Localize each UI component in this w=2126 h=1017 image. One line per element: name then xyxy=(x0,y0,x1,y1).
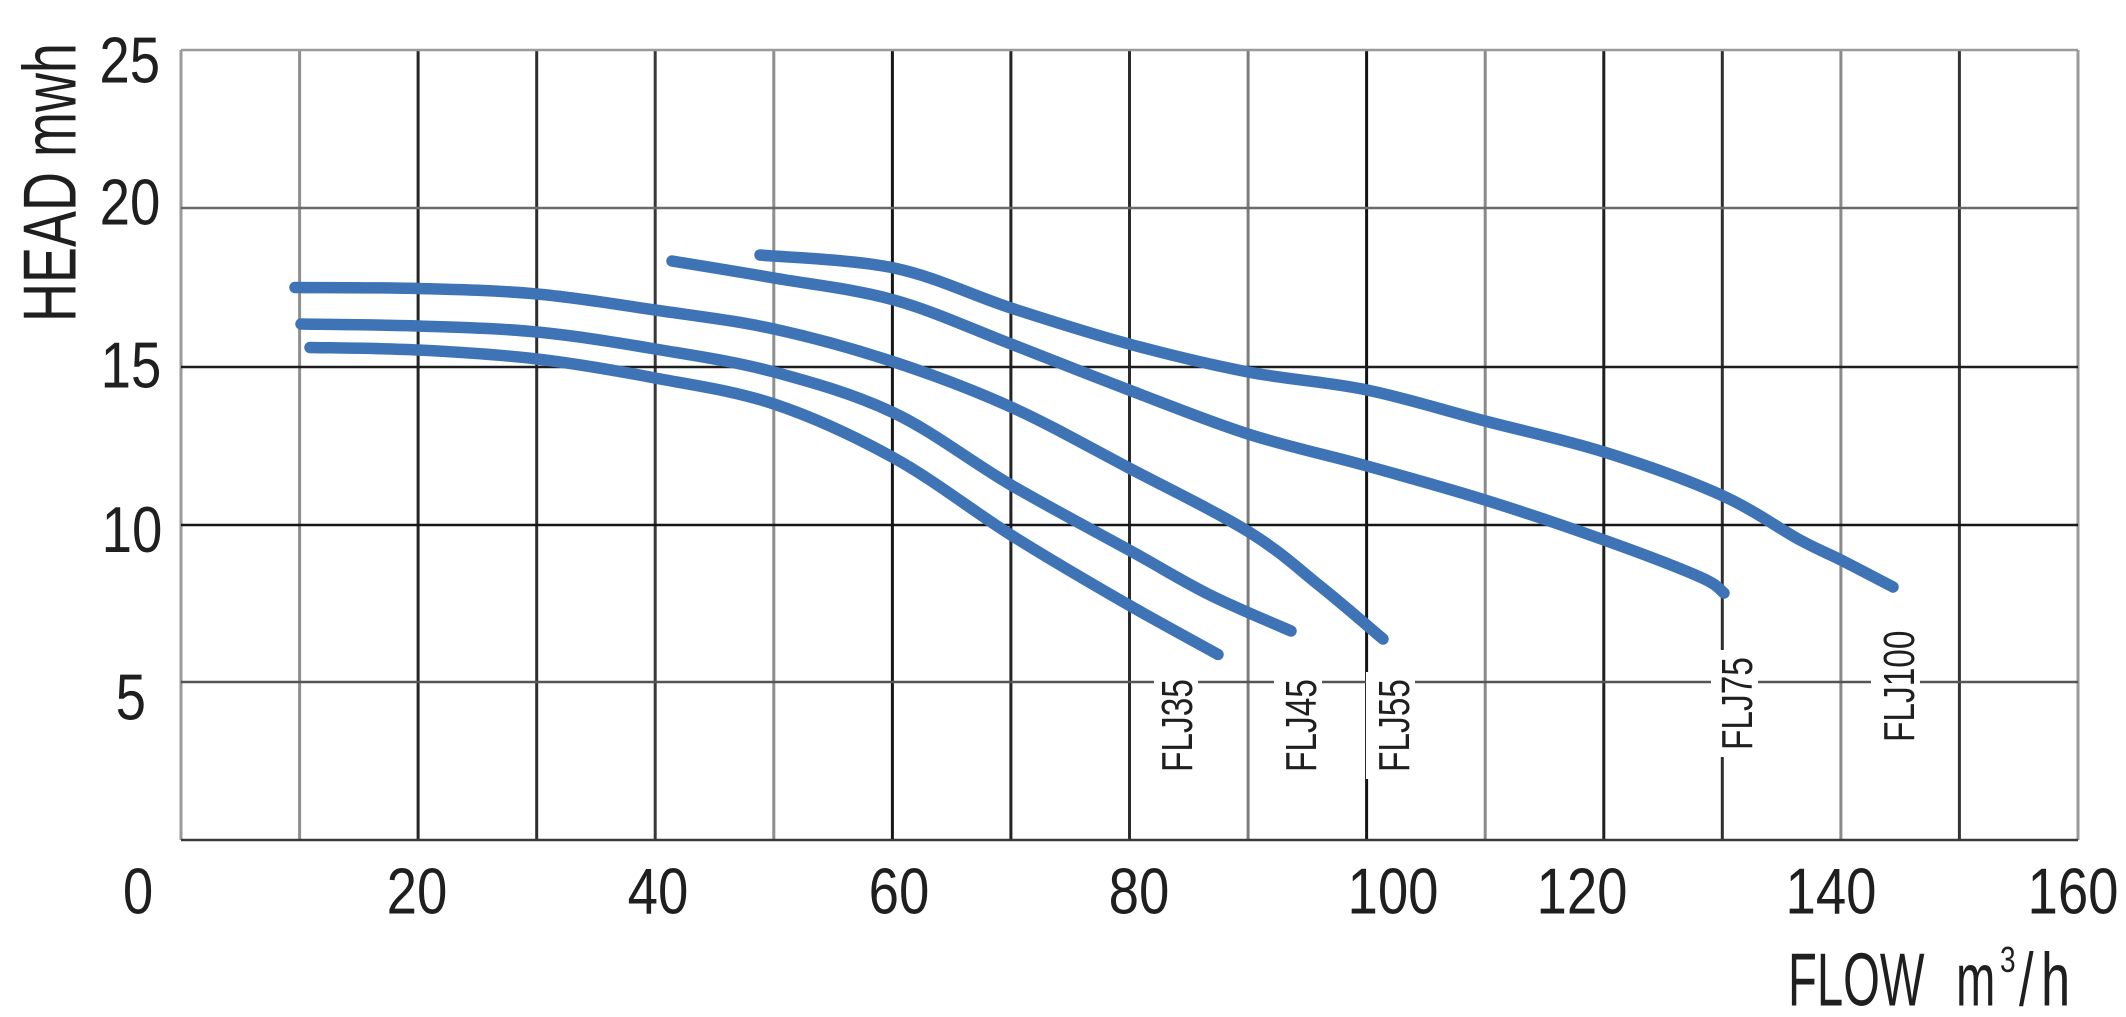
svg-text:160: 160 xyxy=(2027,855,2118,928)
svg-text:40: 40 xyxy=(628,855,689,928)
svg-text:FLJ55: FLJ55 xyxy=(1371,679,1419,772)
svg-text:120: 120 xyxy=(1536,855,1627,928)
svg-text:80: 80 xyxy=(1109,855,1170,928)
svg-text:FLJ35: FLJ35 xyxy=(1154,679,1202,772)
svg-text:0: 0 xyxy=(123,855,153,928)
svg-text:20: 20 xyxy=(387,855,448,928)
svg-text:FLJ100: FLJ100 xyxy=(1876,631,1924,742)
svg-text:HEAD mwh: HEAD mwh xyxy=(8,43,92,322)
svg-text:FLJ75: FLJ75 xyxy=(1714,657,1762,750)
svg-text:/: / xyxy=(2019,937,2034,1012)
svg-text:60: 60 xyxy=(869,855,930,928)
svg-text:FLJ45: FLJ45 xyxy=(1278,679,1326,772)
svg-text:h: h xyxy=(2041,937,2070,1012)
svg-text:FLOW: FLOW xyxy=(1788,938,1924,1012)
svg-text:20: 20 xyxy=(100,166,161,239)
svg-text:140: 140 xyxy=(1785,855,1876,928)
svg-text:3: 3 xyxy=(2000,940,2016,980)
svg-text:m: m xyxy=(1956,938,1995,1012)
svg-text:15: 15 xyxy=(101,329,162,402)
svg-text:100: 100 xyxy=(1347,855,1438,928)
svg-text:10: 10 xyxy=(102,493,163,566)
svg-text:25: 25 xyxy=(99,24,160,97)
svg-text:5: 5 xyxy=(116,661,146,734)
